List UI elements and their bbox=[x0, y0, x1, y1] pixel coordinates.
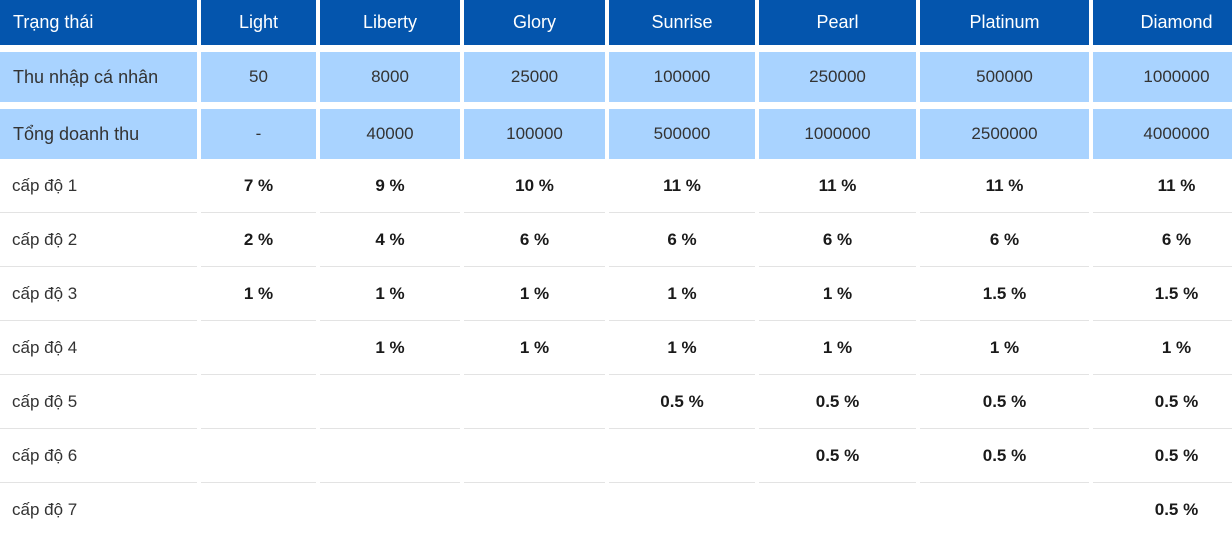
level-1-cell: 7 % bbox=[201, 159, 316, 213]
total-revenue-cell: 1000000 bbox=[759, 109, 916, 159]
level-7-cell bbox=[320, 483, 460, 537]
level-3-cell: 1 % bbox=[320, 267, 460, 321]
level-4-label: cấp độ 4 bbox=[0, 321, 197, 375]
total-revenue-cell: 40000 bbox=[320, 109, 460, 159]
personal-income-cell: 8000 bbox=[320, 52, 460, 102]
level-4-cell: 1 % bbox=[920, 321, 1089, 375]
level-6-cell bbox=[609, 429, 755, 483]
level-1-label: cấp độ 1 bbox=[0, 159, 197, 213]
level-5-cell: 0.5 % bbox=[920, 375, 1089, 429]
level-6-cell: 0.5 % bbox=[759, 429, 916, 483]
level-1-cell: 11 % bbox=[609, 159, 755, 213]
level-2-cell: 6 % bbox=[1093, 213, 1232, 267]
level-6-label: cấp độ 6 bbox=[0, 429, 197, 483]
level-1-cell: 9 % bbox=[320, 159, 460, 213]
level-2-cell: 4 % bbox=[320, 213, 460, 267]
level-7-label: cấp độ 7 bbox=[12, 500, 78, 519]
level-7-cell bbox=[759, 483, 916, 537]
level-7-cell bbox=[920, 483, 1089, 537]
level-1-cell: 10 % bbox=[464, 159, 605, 213]
level-1-cell: 11 % bbox=[920, 159, 1089, 213]
level-6-cell bbox=[320, 429, 460, 483]
level-3-cell: 1 % bbox=[201, 267, 316, 321]
header-sunrise: Sunrise bbox=[609, 0, 755, 45]
header-liberty: Liberty bbox=[320, 0, 460, 45]
total-revenue-cell: - bbox=[201, 109, 316, 159]
level-7-cell: 0.5 % bbox=[1154, 500, 1199, 519]
level-3-cell: 1 % bbox=[609, 267, 755, 321]
level-5-label: cấp độ 5 bbox=[0, 375, 197, 429]
level-6-cell bbox=[464, 429, 605, 483]
level-3-label: cấp độ 3 bbox=[0, 267, 197, 321]
total-revenue-cell: 4000000 bbox=[1093, 109, 1232, 159]
header-diamond: Diamond bbox=[1093, 0, 1232, 45]
level-4-cell: 1 % bbox=[464, 321, 605, 375]
level-5-cell: 0.5 % bbox=[1093, 375, 1232, 429]
level-5-cell bbox=[201, 375, 316, 429]
level-7-cell bbox=[609, 483, 755, 537]
level-5-cell: 0.5 % bbox=[759, 375, 916, 429]
total-revenue-cell: 2500000 bbox=[920, 109, 1089, 159]
header-light: Light bbox=[201, 0, 316, 45]
header-glory: Glory bbox=[464, 0, 605, 45]
personal-income-cell: 1000000 bbox=[1093, 52, 1232, 102]
header-status: Trạng thái bbox=[0, 0, 197, 45]
level-1-cell: 11 % bbox=[759, 159, 916, 213]
level-4-cell bbox=[201, 321, 316, 375]
level-2-cell: 2 % bbox=[201, 213, 316, 267]
level-4-cell: 1 % bbox=[609, 321, 755, 375]
level-2-label: cấp độ 2 bbox=[0, 213, 197, 267]
level-3-cell: 1 % bbox=[464, 267, 605, 321]
level-3-cell: 1.5 % bbox=[1093, 267, 1232, 321]
level-2-cell: 6 % bbox=[920, 213, 1089, 267]
level-4-cell: 1 % bbox=[320, 321, 460, 375]
level-6-cell bbox=[201, 429, 316, 483]
personal-income-cell: 250000 bbox=[759, 52, 916, 102]
personal-income-cell: 100000 bbox=[609, 52, 755, 102]
level-5-cell bbox=[464, 375, 605, 429]
total-revenue-label: Tổng doanh thu bbox=[0, 109, 197, 159]
level-7-cell bbox=[464, 483, 605, 537]
level-7-cell bbox=[201, 483, 316, 537]
level-2-cell: 6 % bbox=[464, 213, 605, 267]
header-platinum: Platinum bbox=[920, 0, 1089, 45]
level-5-cell bbox=[320, 375, 460, 429]
level-6-cell: 0.5 % bbox=[920, 429, 1089, 483]
total-revenue-cell: 500000 bbox=[609, 109, 755, 159]
level-2-cell: 6 % bbox=[609, 213, 755, 267]
personal-income-cell: 50 bbox=[201, 52, 316, 102]
level-4-cell: 1 % bbox=[1093, 321, 1232, 375]
level-6-cell: 0.5 % bbox=[1093, 429, 1232, 483]
level-3-cell: 1 % bbox=[759, 267, 916, 321]
personal-income-label: Thu nhập cá nhân bbox=[0, 52, 197, 102]
header-pearl: Pearl bbox=[759, 0, 916, 45]
level-5-cell: 0.5 % bbox=[609, 375, 755, 429]
total-revenue-cell: 100000 bbox=[464, 109, 605, 159]
personal-income-cell: 25000 bbox=[464, 52, 605, 102]
level-1-cell: 11 % bbox=[1093, 159, 1232, 213]
personal-income-cell: 500000 bbox=[920, 52, 1089, 102]
level-2-cell: 6 % bbox=[759, 213, 916, 267]
level-4-cell: 1 % bbox=[759, 321, 916, 375]
level-3-cell: 1.5 % bbox=[920, 267, 1089, 321]
